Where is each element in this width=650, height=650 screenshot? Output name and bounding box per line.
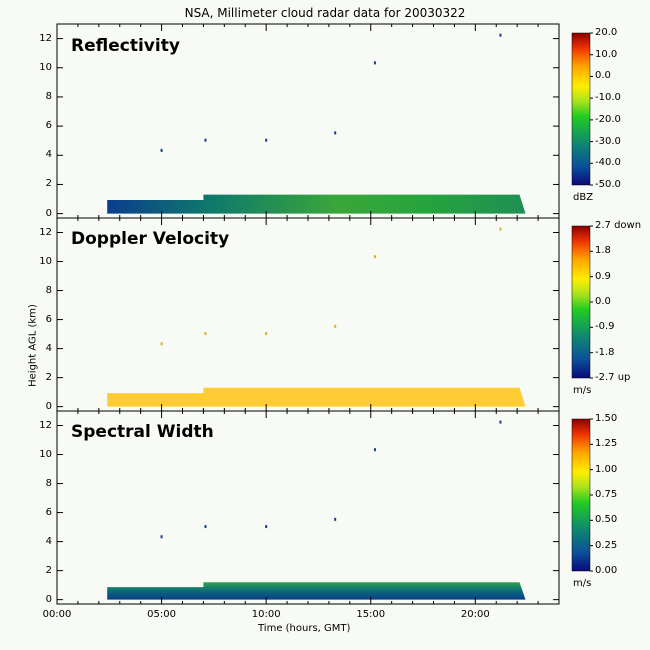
sparse-return-point: [204, 332, 207, 336]
colorbar-tick-label: 0.75: [595, 489, 618, 500]
colorbar-doppler-velocity: [571, 225, 591, 379]
colorbar-tick-label: -2.7 up: [595, 372, 631, 383]
colorbar-spectral-width: [571, 418, 591, 572]
colorbar-tick-label: 0.00: [595, 565, 618, 576]
colorbar-tick-label: 1.00: [595, 463, 618, 475]
colorbar-tick-label: -0.9: [595, 321, 615, 333]
sparse-return-point: [160, 342, 163, 346]
colorbar-tick-label: -10.0: [595, 92, 621, 104]
sparse-return-point: [373, 448, 376, 452]
sparse-return-point: [204, 525, 207, 529]
sparse-return-point: [373, 255, 376, 259]
colorbar-reflectivity: [571, 32, 591, 186]
y-tick-label: 10: [39, 448, 52, 460]
colorbar-tick-label: 0.50: [595, 514, 618, 526]
y-tick-label: 2: [45, 564, 52, 576]
panel-frames: [56, 23, 560, 605]
x-tick-label: 10:00: [251, 609, 281, 620]
sparse-return-point: [499, 420, 502, 424]
colorbar-unit: dBZ: [573, 192, 594, 203]
colorbar-tick-label: -1.8: [595, 346, 615, 358]
sparse-return-point: [265, 138, 268, 142]
colorbar-tick-label: 0.9: [595, 270, 611, 282]
colorbar-tick-label: -50.0: [595, 179, 621, 190]
sparse-return-point: [204, 138, 207, 142]
colorbar-tick-label: 2.7 down: [595, 220, 642, 231]
x-tick-label: 20:00: [460, 609, 490, 620]
y-tick-label: 12: [39, 419, 52, 431]
chart-title: NSA, Millimeter cloud radar data for 200…: [184, 6, 466, 20]
colorbar-unit: m/s: [573, 578, 592, 589]
cloud-layer-fills: [107, 194, 526, 600]
colorbar-tick-label: 0.25: [595, 539, 618, 551]
colorbar-tick-label: 1.8: [595, 245, 611, 257]
colorbar-tick-label: 0.0: [595, 70, 611, 82]
sparse-return-point: [499, 227, 502, 231]
cloud-layer-reflectivity: [107, 194, 526, 214]
y-tick-label: 2: [45, 371, 52, 383]
cloud-layer-doppler-velocity: [107, 387, 526, 407]
y-tick-label: 8: [45, 477, 52, 489]
y-axis-label: Height AGL (km): [27, 304, 39, 387]
sparse-return-point: [160, 148, 163, 152]
colorbars: [571, 32, 593, 572]
y-tick-label: 4: [45, 342, 52, 354]
y-tick-label: 4: [45, 149, 52, 161]
y-tick-label: 0: [45, 207, 52, 219]
x-axis-label: Time (hours, GMT): [258, 623, 351, 634]
sparse-return-point: [265, 525, 268, 529]
sparse-return-point: [373, 61, 376, 65]
sparse-return-point: [160, 535, 163, 539]
y-tick-label: 0: [45, 593, 52, 605]
y-tick-label: 6: [45, 506, 52, 518]
colorbar-tick-label: -30.0: [595, 135, 621, 147]
sparse-return-point: [334, 517, 337, 521]
sparse-return-point: [499, 33, 502, 37]
y-tick-label: 8: [45, 90, 52, 102]
y-tick-label: 10: [39, 61, 52, 73]
colorbar-tick-label: 1.25: [595, 438, 618, 450]
colorbar-tick-label: 20.0: [595, 27, 618, 38]
y-tick-label: 4: [45, 535, 52, 547]
y-tick-label: 6: [45, 120, 52, 132]
colorbar-tick-label: 10.0: [595, 48, 618, 60]
y-tick-label: 2: [45, 178, 52, 190]
x-tick-label: 00:00: [42, 609, 72, 620]
sparse-return-point: [334, 324, 337, 328]
sparse-return-group: [160, 33, 502, 539]
x-tick-label: 05:00: [147, 609, 176, 620]
axis-ticks: [56, 24, 559, 604]
colorbar-tick-label: -40.0: [595, 157, 621, 169]
panel-label-doppler-velocity: Doppler Velocity: [71, 229, 230, 249]
colorbar-unit: m/s: [573, 385, 592, 396]
colorbar-tick-label: 0.0: [595, 296, 611, 307]
panel-label-reflectivity: Reflectivity: [71, 36, 180, 56]
y-tick-label: 0: [45, 400, 52, 412]
y-tick-label: 10: [39, 255, 52, 267]
y-tick-label: 12: [39, 32, 52, 44]
cloud-layer-spectral-width: [107, 582, 526, 600]
colorbar-tick-label: 1.50: [595, 413, 618, 424]
y-tick-label: 8: [45, 284, 52, 296]
colorbar-tick-label: -20.0: [595, 113, 621, 125]
y-tick-label: 12: [39, 226, 52, 238]
sparse-return-point: [334, 131, 337, 135]
x-tick-label: 15:00: [356, 609, 386, 620]
sparse-return-point: [265, 332, 268, 336]
panel-label-spectral-width: Spectral Width: [71, 422, 214, 442]
y-tick-label: 6: [45, 313, 52, 325]
